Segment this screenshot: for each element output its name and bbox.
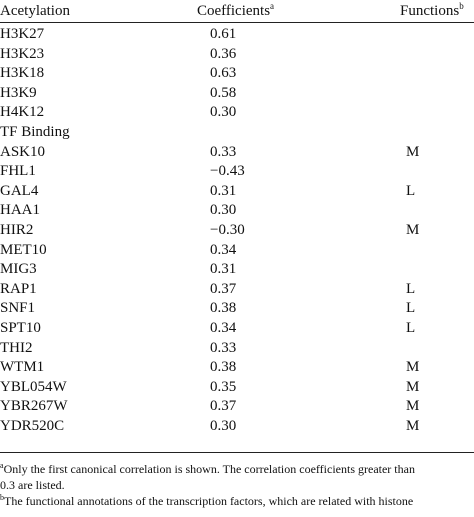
footnote-a-mark: a <box>0 461 4 470</box>
row-name: TF Binding <box>0 123 70 140</box>
header-functions-label: Functions <box>400 3 460 19</box>
row-function: L <box>406 319 416 336</box>
table-row: H3K27 0.61 <box>0 25 474 45</box>
row-name: WTM1 <box>0 359 45 376</box>
row-function: L <box>406 182 416 199</box>
row-function: M <box>406 378 420 395</box>
row-coefficient: −0.43 <box>210 163 245 180</box>
row-name: GAL4 <box>0 182 39 199</box>
header-acetylation: Acetylation <box>0 3 70 19</box>
table-row: TF Binding <box>0 123 474 143</box>
row-coefficient: 0.61 <box>210 26 237 42</box>
row-function: M <box>406 221 420 238</box>
table-row: MET10 0.34 <box>0 241 474 261</box>
row-coefficient: 0.37 <box>210 398 237 415</box>
table-row: H3K18 0.63 <box>0 64 474 84</box>
row-name: HAA1 <box>0 202 40 219</box>
row-name: THI2 <box>0 339 33 356</box>
header-rule <box>0 22 474 23</box>
table-row: WTM1 0.38 M <box>0 358 474 378</box>
header-coefficients: Coefficientsa <box>197 2 274 20</box>
row-name: H3K27 <box>0 26 45 42</box>
table-row: HAA1 0.30 <box>0 201 474 221</box>
table-row: HIR2 −0.30 M <box>0 221 474 241</box>
footnote-b-line1: The functional annotations of the transc… <box>4 494 414 508</box>
row-name: YBL054W <box>0 378 67 395</box>
footnote-a-line2: 0.3 are listed. <box>0 478 65 492</box>
table-row: ASK10 0.33 M <box>0 143 474 163</box>
table-row: MIG3 0.31 <box>0 260 474 280</box>
footnote-b-mark: b <box>0 493 4 502</box>
table-row: YBL054W 0.35 M <box>0 378 474 398</box>
row-name: MET10 <box>0 241 47 258</box>
row-coefficient: 0.31 <box>210 261 237 278</box>
row-function: L <box>406 300 416 317</box>
row-name: H3K23 <box>0 45 45 62</box>
row-coefficient: 0.37 <box>210 280 237 297</box>
row-name: SPT10 <box>0 319 41 336</box>
row-coefficient: 0.31 <box>210 182 237 199</box>
row-name: H4K12 <box>0 104 45 121</box>
row-coefficient: 0.38 <box>210 359 237 376</box>
row-coefficient: 0.30 <box>210 104 237 121</box>
row-function: M <box>406 417 420 434</box>
row-function: L <box>406 280 416 297</box>
row-coefficient: 0.30 <box>210 202 237 219</box>
row-name: ASK10 <box>0 143 46 160</box>
header-functions: Functionsb <box>400 2 464 20</box>
row-name: HIR2 <box>0 221 34 238</box>
row-name: YDR520C <box>0 417 65 434</box>
table-row: SPT10 0.34 L <box>0 319 474 339</box>
footnotes: aOnly the first canonical correlation is… <box>0 461 474 509</box>
footnote-mark-b: b <box>459 1 464 11</box>
row-name: H3K18 <box>0 65 45 82</box>
table-bottom-rule <box>0 452 474 453</box>
table-row: H4K12 0.30 <box>0 103 474 123</box>
table-row: RAP1 0.37 L <box>0 280 474 300</box>
table-row: GAL4 0.31 L <box>0 182 474 202</box>
row-function: M <box>406 359 420 376</box>
row-coefficient: 0.36 <box>210 45 237 62</box>
row-name: H3K9 <box>0 84 37 101</box>
footnote-mark-a: a <box>270 1 275 11</box>
table-body: H3K27 0.61 H3K23 0.36 H3K18 0.63 H3K9 0.58 H4K12… <box>0 25 474 436</box>
footnote-a-continued: 0.3 are listed. <box>0 477 474 493</box>
row-coefficient: 0.63 <box>210 65 237 82</box>
row-name: MIG3 <box>0 261 37 278</box>
row-name: FHL1 <box>0 163 36 180</box>
header-coefficients-label: Coefficients <box>197 3 271 19</box>
row-coefficient: 0.34 <box>210 319 237 336</box>
row-name: RAP1 <box>0 280 37 297</box>
footnote-a: aOnly the first canonical correlation is… <box>0 461 474 477</box>
table-row: SNF1 0.38 L <box>0 299 474 319</box>
row-function: M <box>406 143 420 160</box>
table-row: THI2 0.33 <box>0 339 474 359</box>
footnote-b: bThe functional annotations of the trans… <box>0 493 474 509</box>
row-coefficient: 0.58 <box>210 84 237 101</box>
row-coefficient: 0.34 <box>210 241 237 258</box>
row-coefficient: −0.30 <box>210 221 245 238</box>
table-header: Acetylation Coefficientsa Functionsb <box>0 0 474 22</box>
table-row: FHL1 −0.43 <box>0 162 474 182</box>
table-row: YBR267W 0.37 M <box>0 397 474 417</box>
row-coefficient: 0.33 <box>210 339 237 356</box>
table-row: YDR520C 0.30 M <box>0 417 474 437</box>
row-coefficient: 0.33 <box>210 143 237 160</box>
footnote-a-line1: Only the first canonical correlation is … <box>3 462 415 476</box>
table-row: H3K23 0.36 <box>0 45 474 65</box>
row-coefficient: 0.30 <box>210 417 237 434</box>
row-name: SNF1 <box>0 300 36 317</box>
row-coefficient: 0.38 <box>210 300 237 317</box>
row-function: M <box>406 398 420 415</box>
row-name: YBR267W <box>0 398 68 415</box>
row-coefficient: 0.35 <box>210 378 237 395</box>
table-row: H3K9 0.58 <box>0 84 474 104</box>
